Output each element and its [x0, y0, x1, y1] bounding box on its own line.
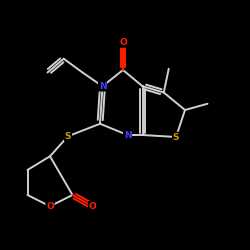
Text: O: O	[46, 202, 54, 211]
Text: N: N	[99, 82, 106, 91]
Text: O: O	[88, 202, 96, 211]
Text: O: O	[119, 38, 127, 47]
Text: S: S	[65, 132, 71, 141]
Text: S: S	[173, 132, 179, 141]
Text: N: N	[124, 130, 131, 140]
